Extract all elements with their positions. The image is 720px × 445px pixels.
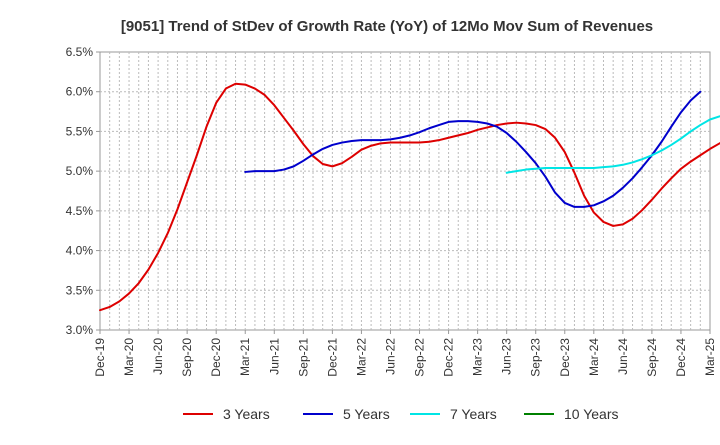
y-tick-label: 5.5% [66,124,94,138]
y-tick-label: 6.0% [66,85,94,99]
y-tick-label: 5.0% [66,164,94,178]
x-tick-label: Mar-21 [238,338,252,376]
series-lines [99,82,720,312]
x-tick-label: Mar-24 [587,338,601,376]
x-tick-label: Dec-19 [93,338,107,377]
chart-title: [9051] Trend of StDev of Growth Rate (Yo… [121,18,653,35]
y-tick-label: 4.0% [66,244,94,258]
legend-label: 3 Years [223,406,270,422]
x-tick-label: Jun-23 [500,338,514,375]
series-line-7-years [505,115,720,174]
y-axis: 3.0% 3.5% 4.0% 4.5% 5.0% 5.5% 6.0% 6.5% [66,45,100,337]
legend-label: 5 Years [343,406,390,422]
x-tick-label: Mar-25 [703,338,717,376]
legend-label: 10 Years [564,406,619,422]
legend: 3 Years 5 Years 7 Years 10 Years [183,406,619,422]
x-tick-label: Dec-22 [442,338,456,377]
series-line-3-years [99,82,720,312]
x-tick-label: Mar-20 [122,338,136,376]
x-tick-label: Sep-20 [180,338,194,377]
x-tick-label: Jun-21 [267,338,281,375]
grid-lines [100,52,710,330]
x-tick-label: Jun-22 [383,338,397,375]
x-tick-label: Mar-23 [471,338,485,376]
x-tick-label: Jun-20 [151,338,165,375]
y-tick-label: 4.5% [66,204,94,218]
x-tick-label: Dec-23 [558,338,572,377]
series-line-5-years [244,90,702,208]
plot-area [99,51,711,331]
x-tick-label: Dec-24 [674,338,688,377]
y-tick-label: 3.5% [66,283,94,297]
x-tick-label: Jun-24 [616,338,630,375]
x-tick-label: Sep-21 [296,338,310,377]
y-tick-label: 3.0% [66,323,94,337]
x-tick-label: Sep-23 [529,338,543,377]
x-tick-label: Dec-21 [325,338,339,377]
legend-label: 7 Years [450,406,497,422]
y-tick-label: 6.5% [66,45,94,59]
x-axis: Dec-19 Mar-20 Jun-20 Sep-20 Dec-20 Mar-21 Jun-… [93,330,717,377]
x-tick-label: Mar-22 [354,338,368,376]
x-tick-label: Sep-22 [413,338,427,377]
x-tick-label: Dec-20 [209,338,223,377]
x-tick-label: Sep-24 [645,338,659,377]
